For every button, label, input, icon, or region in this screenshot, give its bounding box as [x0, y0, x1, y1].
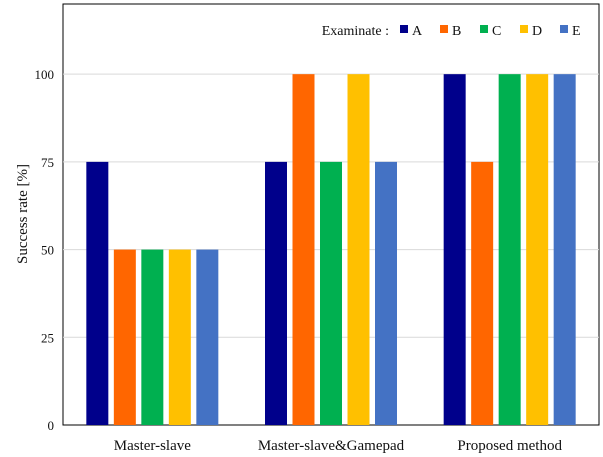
y-tick-label: 75: [41, 155, 54, 170]
bar-A-3: [443, 74, 466, 426]
y-axis-label: Success rate [%]: [15, 164, 31, 264]
bar-D-1: [168, 249, 191, 425]
legend-label-D: D: [532, 24, 542, 39]
bar-A-1: [86, 161, 109, 425]
legend-swatch-C: [480, 25, 488, 33]
y-tick-label: 0: [48, 418, 55, 433]
bar-C-3: [498, 74, 521, 426]
bar-E-3: [553, 74, 576, 426]
legend-swatch-A: [400, 25, 408, 33]
x-tick-labels: Master-slave Master-slave&Gamepad Proposed…: [114, 438, 563, 454]
bar-B-3: [471, 161, 494, 425]
legend-label-C: C: [492, 24, 501, 39]
y-tick-label: 50: [41, 243, 54, 258]
bar-E-1: [196, 249, 219, 425]
bar-C-1: [141, 249, 164, 425]
bar-A-2: [265, 161, 287, 425]
y-tick-label: 25: [41, 330, 54, 345]
x-tick-label: Master-slave: [114, 438, 192, 454]
bar-B-1: [113, 249, 136, 425]
legend: Examinate : A B C D E: [322, 24, 581, 39]
y-tick-label: 100: [35, 67, 55, 82]
bars: [86, 74, 576, 426]
legend-swatch-E: [560, 25, 568, 33]
legend-label-B: B: [452, 24, 461, 39]
bar-C-2: [320, 161, 342, 425]
y-tick-labels: 0 25 50 75 100: [35, 67, 55, 433]
legend-label-E: E: [572, 24, 581, 39]
bar-D-3: [526, 74, 549, 426]
legend-swatch-B: [440, 25, 448, 33]
legend-swatch-D: [520, 25, 528, 33]
x-tick-label: Proposed method: [457, 438, 562, 454]
legend-title: Examinate :: [322, 24, 389, 39]
bar-E-2: [375, 161, 397, 425]
bar-B-2: [292, 74, 315, 426]
x-tick-label: Master-slave&Gamepad: [258, 438, 405, 454]
legend-label-A: A: [412, 24, 423, 39]
bar-D-2: [347, 74, 370, 426]
